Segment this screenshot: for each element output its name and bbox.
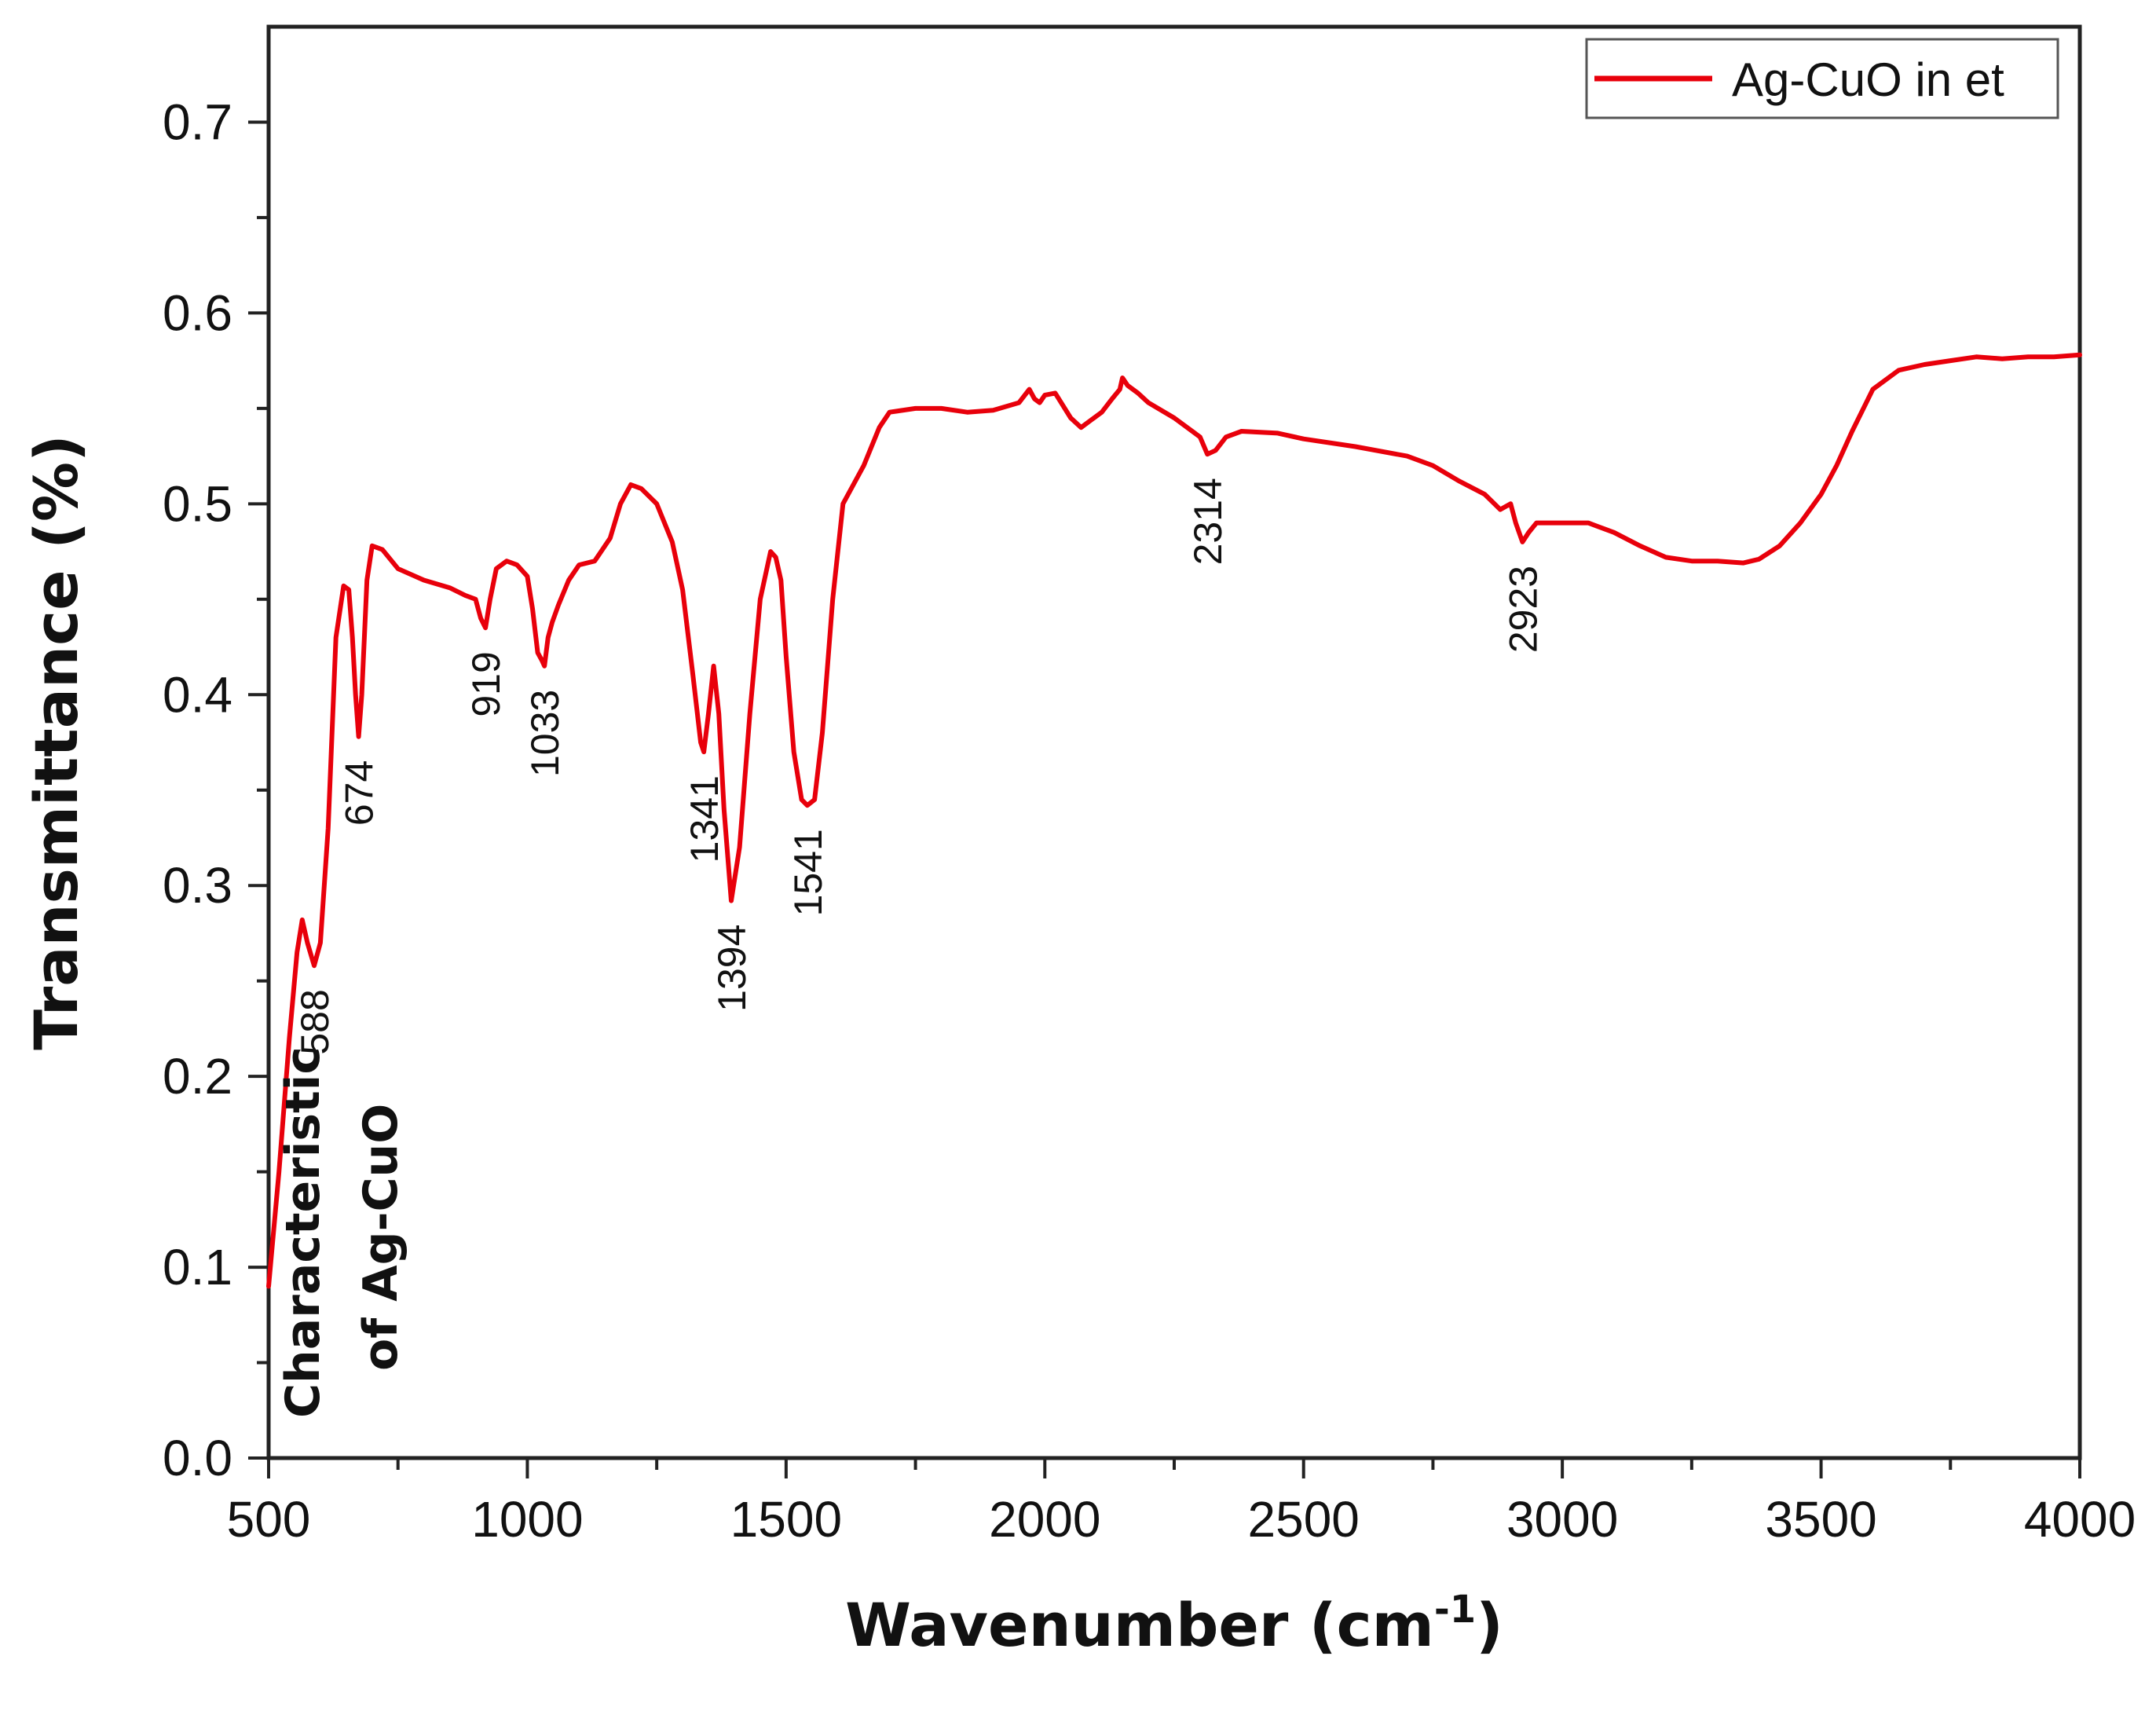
x-tick-label: 3000 <box>1506 1491 1618 1548</box>
y-tick-label: 0.7 <box>163 93 232 150</box>
y-tick-label: 0.2 <box>163 1048 232 1105</box>
y-tick-label: 0.1 <box>163 1239 232 1295</box>
y-tick-label: 0.4 <box>163 666 232 723</box>
peak-label: 674 <box>338 760 382 826</box>
series-line-ag-cuo <box>266 352 2082 1289</box>
peak-label: 2923 <box>1501 566 1545 653</box>
x-axis-title: Wavenumber (cm-1) <box>845 1588 1503 1660</box>
y-tick-label: 0.6 <box>163 284 232 341</box>
peak-labels: 588 674 919 1033 1341 1394 1541 2314 2923 <box>293 478 1545 1054</box>
annotation-of-ag-cuo: of Ag-CuO <box>353 1104 408 1371</box>
peak-label: 1541 <box>786 829 830 916</box>
legend: Ag-CuO in et <box>1585 38 2059 119</box>
y-axis-title: Transmittance (%) <box>21 434 91 1050</box>
peak-label: 919 <box>464 651 508 716</box>
x-tick-label: 2000 <box>989 1491 1100 1548</box>
x-tick-label: 1000 <box>471 1491 583 1548</box>
peak-label: 588 <box>293 989 337 1054</box>
x-axis-ticks <box>267 1458 2081 1478</box>
x-tick-label: 2500 <box>1248 1491 1360 1548</box>
x-tick-label: 500 <box>227 1491 311 1548</box>
y-tick-label: 0.5 <box>163 475 232 532</box>
x-axis-title-suffix: ) <box>1476 1590 1503 1660</box>
x-axis-title-superscript: -1 <box>1434 1588 1476 1632</box>
y-tick-label: 0.3 <box>163 857 232 914</box>
y-axis-tick-labels: 0.0 0.1 0.2 0.3 0.4 0.5 0.6 0.7 <box>163 93 232 1486</box>
annotation-characteristic: Characteristic <box>276 1046 331 1418</box>
x-tick-label: 3500 <box>1765 1491 1876 1548</box>
y-axis-ticks <box>248 120 269 1460</box>
y-tick-label: 0.0 <box>163 1430 232 1486</box>
peak-label: 2314 <box>1186 478 1230 565</box>
x-tick-label: 4000 <box>2024 1491 2136 1548</box>
x-tick-label: 1500 <box>730 1491 842 1548</box>
x-axis-tick-labels: 500 1000 1500 2000 2500 3000 3500 4000 <box>227 1491 2136 1548</box>
legend-label: Ag-CuO in et <box>1732 53 2004 106</box>
peak-label: 1033 <box>523 690 567 777</box>
peak-label: 1394 <box>710 925 754 1012</box>
peak-label: 1341 <box>683 775 727 863</box>
x-axis-title-main: Wavenumber (cm <box>845 1590 1434 1660</box>
